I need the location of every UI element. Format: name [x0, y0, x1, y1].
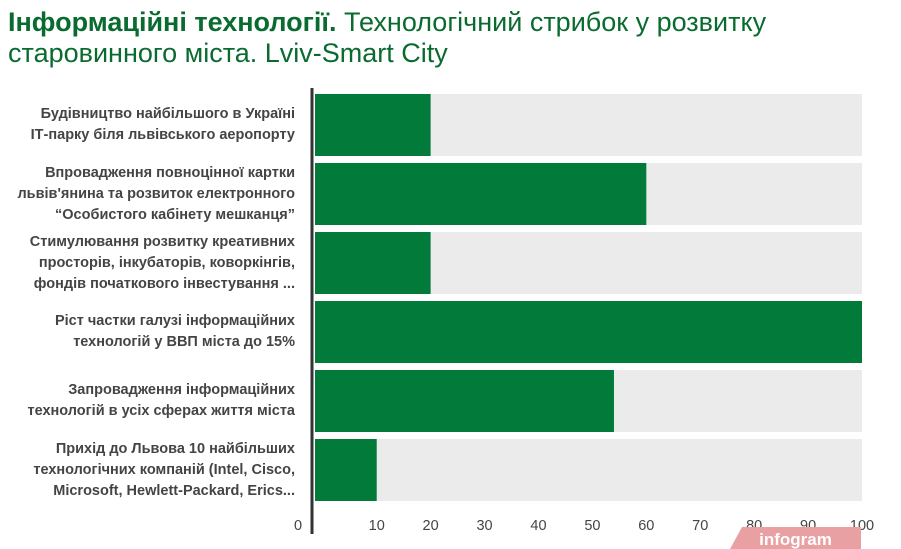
category-label: Прихід до Львова 10 найбільших технологіч…: [0, 439, 295, 502]
y-axis-line: [310, 88, 314, 534]
x-tick-label: 40: [530, 518, 546, 534]
x-tick-label: 70: [692, 518, 708, 534]
category-label: Впровадження повноцінної картки львів'яни…: [0, 163, 295, 226]
chart-title-rest: Технологічний стрибок у розвитку старови…: [8, 7, 767, 68]
category-label-line: технологій в усіх сферах життя міста: [27, 403, 295, 419]
category-label-line: Запровадження інформаційних: [68, 382, 295, 398]
category-label-line: фондів початкового інвестування ...: [33, 275, 295, 292]
x-tick-label: 50: [584, 518, 600, 534]
x-tick-label: 30: [476, 518, 492, 534]
bar: [315, 232, 431, 294]
chart-title-bold: Інформаційні технології.: [8, 7, 337, 37]
x-tick-label: 60: [638, 518, 654, 534]
x-tick-label: 10: [369, 518, 385, 534]
category-label-line: ІТ-парку біля львівського аеропорту: [30, 127, 295, 143]
category-label-line: Будівництво найбільшого в Україні: [40, 106, 295, 122]
category-label-line: “Особистого кабінету мешканця”: [55, 206, 295, 223]
category-label-line: Microsoft, Hewlett-Packard, Erics...: [53, 482, 295, 499]
chart-title: Інформаційні технології. Технологічний с…: [8, 7, 888, 69]
bar: [315, 301, 862, 363]
category-label-line: Стимулювання розвитку креативних: [29, 233, 295, 250]
category-label-line: Ріст частки галузі інформаційних: [54, 313, 295, 329]
x-tick-label: 20: [423, 518, 439, 534]
category-label-line: технологічних компаній (Intel, Cisco,: [33, 461, 295, 478]
category-label: Ріст частки галузі інформаційних технолог…: [0, 311, 295, 353]
bar: [315, 370, 614, 432]
bar-track: [315, 439, 862, 501]
category-label-line: технологій у ВВП міста до 15%: [73, 334, 295, 350]
bar: [315, 94, 431, 156]
infogram-watermark: infogram: [730, 527, 861, 549]
category-label-line: львів'янина та розвиток електронного: [17, 185, 295, 202]
category-label: Запровадження інформаційних технологій в …: [0, 380, 295, 422]
category-label-line: Прихід до Львова 10 найбільших: [55, 440, 295, 457]
category-label-line: просторів, інкубаторів, коворкінгів,: [38, 254, 295, 271]
category-label: Стимулювання розвитку креативних просторі…: [0, 232, 295, 295]
x-tick-label: 0: [294, 518, 302, 534]
bar: [315, 439, 377, 501]
category-label-line: Впровадження повноцінної картки: [45, 164, 295, 181]
category-label: Будівництво найбільшого в Україні ІТ-парк…: [0, 104, 295, 146]
bar: [315, 163, 647, 225]
